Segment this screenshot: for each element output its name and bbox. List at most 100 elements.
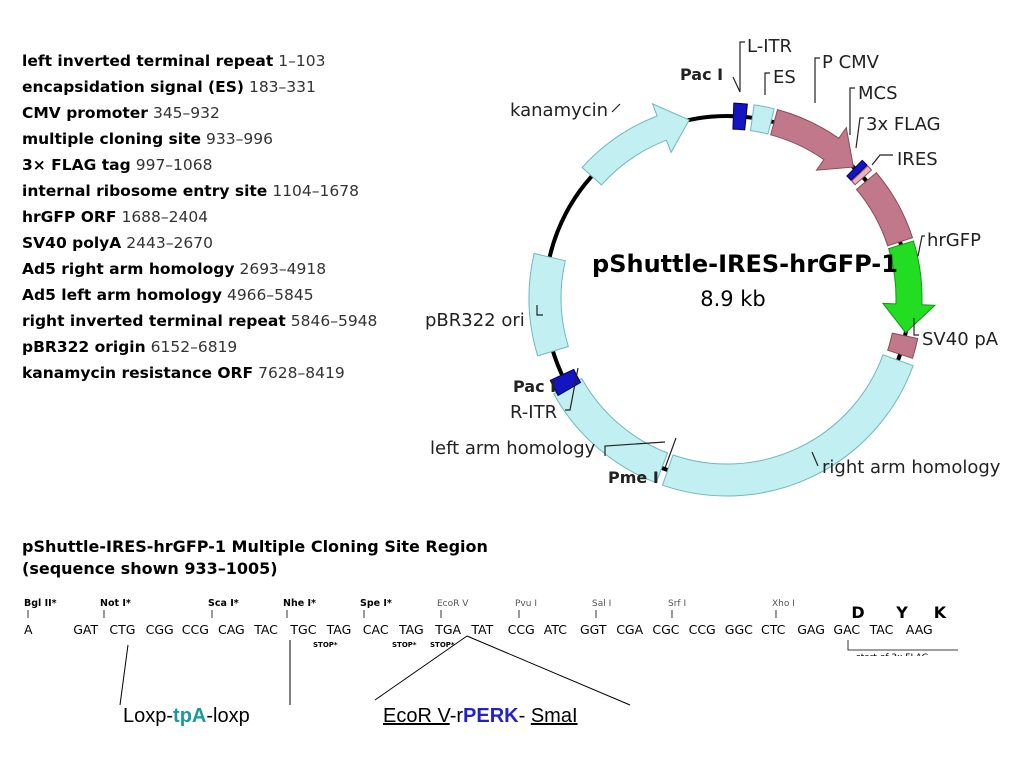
codon: TAG	[326, 622, 352, 637]
codon: CAC	[363, 622, 389, 637]
feature-range: 5846–5948	[291, 312, 378, 330]
feature-name: Ad5 right arm homology	[22, 260, 234, 278]
amino-acid: Y	[895, 603, 908, 622]
feature: pBR322 origin 6152–6819	[22, 338, 237, 356]
map-segment	[749, 104, 775, 135]
map-label: Pme I	[608, 468, 659, 487]
feature: Ad5 left arm homology 4966–5845	[22, 286, 314, 304]
feature: Ad5 right arm homology 2693–4918	[22, 260, 326, 278]
codon: TGA	[434, 622, 461, 637]
codon: CGC	[652, 622, 679, 637]
annotation-left: Loxp-tpA-loxp	[123, 705, 250, 727]
stop-label: STOP*	[313, 641, 338, 649]
map-segment	[661, 354, 914, 497]
feature-range: 345–932	[153, 104, 220, 122]
feature-name: Ad5 left arm homology	[22, 286, 222, 304]
map-label: Pac I	[513, 377, 556, 396]
enzyme: Nhe I*	[283, 598, 316, 609]
codon: CTG	[109, 622, 135, 637]
map-segment	[855, 171, 914, 247]
text: SmaI	[531, 705, 578, 727]
plasmid-map: L-ITR P CMV Pac I ES MCS kanamycin 3x FL…	[425, 36, 1001, 497]
codon: ATC	[544, 622, 567, 637]
feature-name: left inverted terminal repeat	[22, 52, 274, 70]
codon: TAC	[869, 622, 894, 637]
map-label: kanamycin	[510, 100, 608, 121]
codon: TGC	[289, 622, 316, 637]
map-label: pBR322 ori	[425, 310, 525, 331]
feature: hrGFP ORF 1688–2404	[22, 208, 208, 226]
map-title: pShuttle-IRES-hrGFP-1	[592, 250, 898, 278]
stop-label: STOP*	[392, 641, 417, 649]
feature: kanamycin resistance ORF 7628–8419	[22, 364, 345, 382]
feature-range: 6152–6819	[151, 338, 238, 356]
flag-note: start of 3x FLAG	[856, 653, 929, 663]
map-label: L-ITR	[747, 36, 792, 57]
codon: TAT	[470, 622, 493, 637]
text: -r	[450, 705, 464, 727]
feature: right inverted terminal repeat 5846–5948	[22, 312, 377, 330]
map-segment	[846, 159, 868, 182]
map-label: R-ITR	[510, 402, 557, 423]
feature-name: CMV promoter	[22, 104, 148, 122]
codon: A	[24, 622, 33, 637]
feature: 3× FLAG tag 997–1068	[22, 156, 213, 174]
map-label: SV40 pA	[922, 329, 999, 350]
feature-list: left inverted terminal repeat 1–103 encaps…	[22, 52, 377, 382]
enzyme: Spe I*	[360, 598, 392, 609]
feature-name: hrGFP ORF	[22, 208, 116, 226]
feature-name: SV40 polyA	[22, 234, 121, 252]
feature: SV40 polyA 2443–2670	[22, 234, 213, 252]
feature-name: encapsidation signal (ES)	[22, 78, 244, 96]
feature: encapsidation signal (ES) 183–331	[22, 78, 316, 96]
codon: GAC	[833, 622, 860, 637]
codon: GAG	[797, 622, 825, 637]
codon: TAG	[398, 622, 424, 637]
mcs-subtitle: (sequence shown 933–1005)	[22, 559, 278, 578]
enzyme: Srf I	[668, 599, 686, 609]
feature: multiple cloning site 933–996	[22, 130, 273, 148]
enzyme: Xho I	[772, 599, 795, 609]
feature-name: 3× FLAG tag	[22, 156, 131, 174]
map-segment	[581, 102, 690, 186]
enzyme: Sca I*	[208, 598, 239, 609]
mcs-title: pShuttle-IRES-hrGFP-1 Multiple Cloning S…	[22, 537, 488, 556]
feature-name: right inverted terminal repeat	[22, 312, 286, 330]
feature-range: 933–996	[206, 130, 273, 148]
feature-name: internal ribosome entry site	[22, 182, 267, 200]
text: PERK	[463, 705, 519, 727]
feature: left inverted terminal repeat 1–103	[22, 52, 325, 70]
text: -	[519, 705, 531, 727]
feature-range: 1–103	[278, 52, 325, 70]
codon: CGA	[616, 622, 643, 637]
codon: GAT	[73, 622, 98, 637]
text: -loxp	[206, 705, 249, 727]
feature-range: 2693–4918	[239, 260, 326, 278]
enzyme: Sal I	[592, 599, 611, 609]
feature-range: 997–1068	[136, 156, 213, 174]
enzyme: Pvu I	[515, 599, 537, 609]
feature: internal ribosome entry site 1104–1678	[22, 182, 359, 200]
codon: CCG	[689, 622, 716, 637]
enzyme: Not I*	[100, 598, 131, 609]
feature-range: 1104–1678	[272, 182, 359, 200]
map-segment	[770, 108, 854, 171]
leader-lines	[536, 41, 925, 469]
map-segment	[732, 102, 748, 131]
map-label: ES	[773, 67, 796, 88]
feature-range: 4966–5845	[227, 286, 314, 304]
codon: AAG	[906, 622, 933, 637]
codon: CGG	[146, 622, 174, 637]
codon: GGC	[725, 622, 753, 637]
feature-range: 1688–2404	[121, 208, 208, 226]
feature: CMV promoter 345–932	[22, 104, 220, 122]
text: EcoR V	[383, 705, 451, 727]
map-size: 8.9 kb	[700, 287, 766, 311]
feature-range: 7628–8419	[258, 364, 345, 382]
codon: CCG	[508, 622, 535, 637]
map-label: MCS	[858, 83, 898, 104]
enzyme: EcoR V	[437, 599, 469, 609]
map-label: left arm homology	[430, 438, 596, 459]
map-label: P CMV	[822, 52, 880, 73]
